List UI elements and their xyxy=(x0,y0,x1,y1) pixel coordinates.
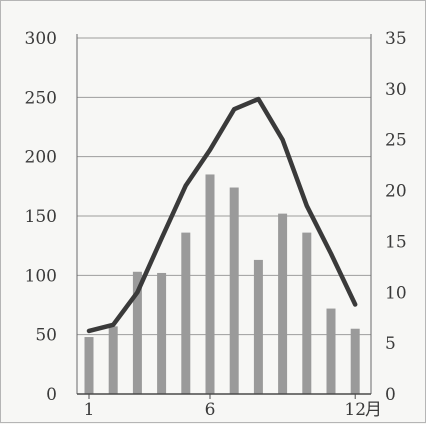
x-tick-label: 6 xyxy=(205,400,216,420)
right-axis-ticks: 0 5 10 15 20 25 30 35 xyxy=(385,29,407,405)
left-tick-label: 0 xyxy=(46,385,57,405)
right-tick-label: 0 xyxy=(385,385,396,405)
bar-month-8 xyxy=(253,259,263,394)
bar-month-7 xyxy=(229,187,239,394)
bar-month-12 xyxy=(350,328,360,394)
bar-month-10 xyxy=(302,232,312,394)
right-tick-label: 15 xyxy=(385,232,407,252)
line-series xyxy=(86,96,358,334)
bar-series xyxy=(84,174,360,394)
left-axis-ticks: 0 50 100 150 200 250 300 xyxy=(25,29,57,405)
line-path xyxy=(86,96,358,334)
bar-month-6 xyxy=(205,174,215,394)
right-tick-label: 20 xyxy=(385,182,407,202)
gridlines xyxy=(77,37,371,336)
bar-month-11 xyxy=(326,308,336,394)
left-tick-label: 250 xyxy=(25,88,57,108)
left-tick-label: 300 xyxy=(25,29,57,49)
left-tick-label: 100 xyxy=(25,266,57,286)
x-tick-label: 12 xyxy=(344,400,366,420)
right-tick-label: 25 xyxy=(385,131,407,151)
bar-month-4 xyxy=(157,272,167,394)
right-tick-label: 30 xyxy=(385,80,407,100)
right-tick-label: 5 xyxy=(385,334,396,354)
left-tick-label: 200 xyxy=(25,148,57,168)
x-tick-label: 1 xyxy=(84,400,95,420)
bar-month-2 xyxy=(108,326,118,394)
axes xyxy=(76,34,372,395)
x-axis-ticks: 1 6 12月 xyxy=(84,394,382,420)
left-tick-label: 50 xyxy=(35,326,57,346)
bar-month-5 xyxy=(181,232,191,394)
x-axis-unit: 月 xyxy=(365,400,382,420)
bar-month-3 xyxy=(132,271,142,394)
bar-month-1 xyxy=(84,337,94,394)
right-tick-label: 35 xyxy=(385,29,407,49)
right-tick-label: 10 xyxy=(385,283,407,303)
left-tick-label: 150 xyxy=(25,207,57,227)
bar-month-9 xyxy=(278,213,288,394)
